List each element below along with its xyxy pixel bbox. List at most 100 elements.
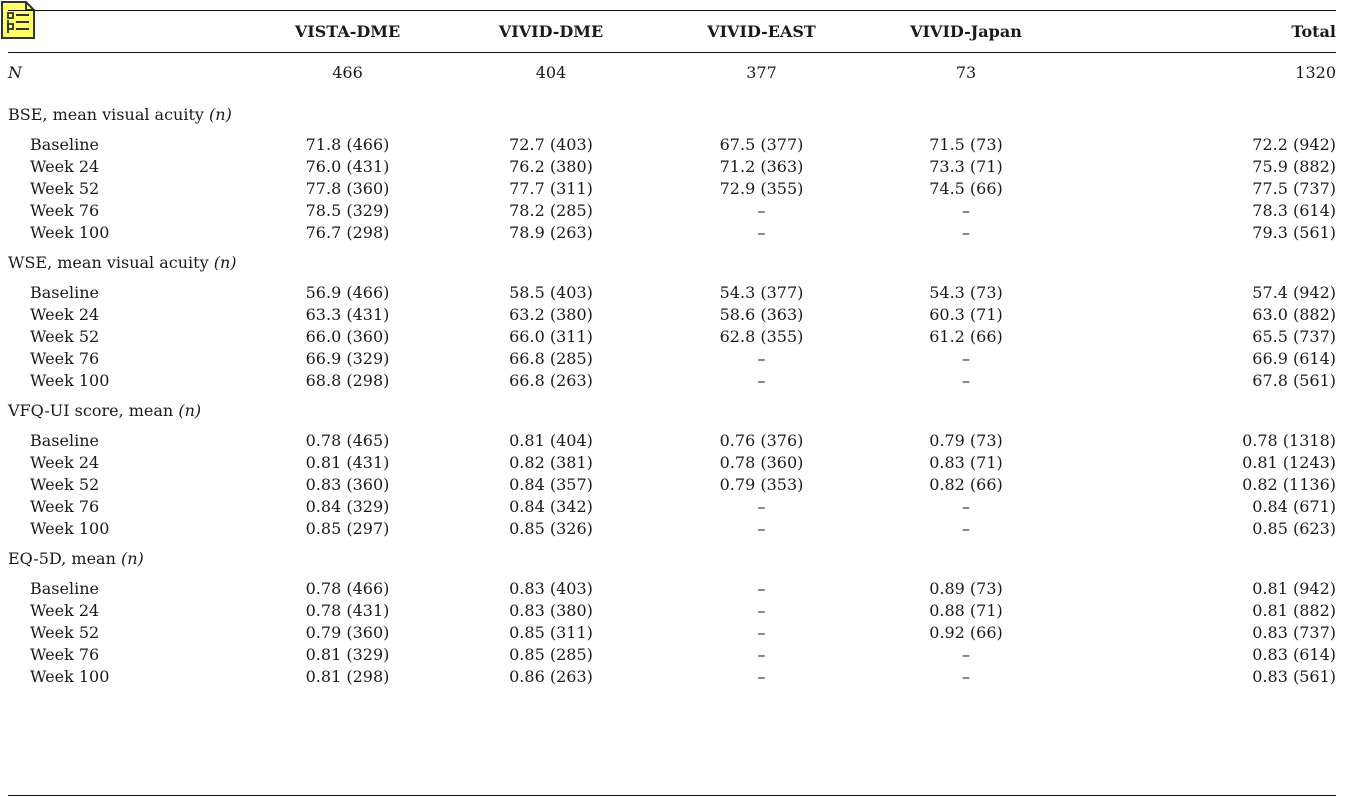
n-label: N xyxy=(8,63,22,82)
n-value: 73 xyxy=(955,63,977,82)
table-row: Week 76 0.81 (329) 0.85 (285) – – 0.83 (614) xyxy=(8,644,1336,666)
cell-value: 0.83 (380) xyxy=(509,601,593,620)
table-row: Week 100 0.85 (297) 0.85 (326) – – 0.85 (623) xyxy=(8,518,1336,540)
header-cell-blank xyxy=(8,13,250,50)
cell-value: 76.0 (431) xyxy=(305,157,390,176)
cell-value: – xyxy=(962,349,970,368)
header-vivid-japan: VIVID-Japan xyxy=(910,22,1022,41)
row-label: Week 24 xyxy=(30,157,100,176)
cell-value: – xyxy=(757,349,766,368)
cell-value: 58.6 (363) xyxy=(719,305,804,324)
row-label: Week 76 xyxy=(30,201,100,220)
cell-value: 0.78 (465) xyxy=(305,431,390,450)
cell-value: 0.84 (342) xyxy=(509,497,593,516)
cell-value: 0.78 (431) xyxy=(305,601,390,620)
cell-total: 0.81 (942) xyxy=(1252,579,1336,598)
cell-value: 0.79 (73) xyxy=(929,431,1003,450)
cell-total: 63.0 (882) xyxy=(1252,305,1336,324)
cell-value: 0.81 (404) xyxy=(509,431,593,450)
cell-value: – xyxy=(962,223,970,242)
section-title-text: VFQ-UI score, mean xyxy=(8,401,174,420)
cell-value: 66.9 (329) xyxy=(305,349,390,368)
section-title: WSE, mean visual acuity (n) xyxy=(8,244,1336,282)
cell-value: 54.3 (73) xyxy=(929,283,1003,302)
section-title: BSE, mean visual acuity (n) xyxy=(8,96,1336,134)
document-list-icon[interactable] xyxy=(0,0,36,40)
cell-value: 0.85 (326) xyxy=(509,519,593,538)
cell-value: – xyxy=(757,579,766,598)
cell-value: – xyxy=(757,223,766,242)
cell-value: 60.3 (71) xyxy=(929,305,1003,324)
n-value: 377 xyxy=(746,63,777,82)
row-label: Week 100 xyxy=(30,667,110,686)
section-header-row: VFQ-UI score, mean (n) xyxy=(8,392,1336,430)
row-label: Baseline xyxy=(30,579,99,598)
table-row: Week 24 63.3 (431) 63.2 (380) 58.6 (363) 60.… xyxy=(8,304,1336,326)
table-row: Week 100 0.81 (298) 0.86 (263) – – 0.83 (561) xyxy=(8,666,1336,688)
cell-value: 78.9 (263) xyxy=(509,223,593,242)
cell-value: 76.7 (298) xyxy=(305,223,390,242)
cell-value: 0.85 (285) xyxy=(509,645,593,664)
cell-value: 61.2 (66) xyxy=(929,327,1003,346)
row-label: Week 52 xyxy=(30,327,100,346)
cell-value: 67.5 (377) xyxy=(719,135,804,154)
n-value-total: 1320 xyxy=(1295,63,1336,82)
table-top-rule xyxy=(8,10,1336,11)
row-label: Week 76 xyxy=(30,645,100,664)
table-row: Baseline 56.9 (466) 58.5 (403) 54.3 (377) 54… xyxy=(8,282,1336,304)
cell-value: 71.8 (466) xyxy=(305,135,390,154)
row-label: Week 24 xyxy=(30,601,100,620)
cell-value: 0.81 (329) xyxy=(305,645,390,664)
cell-value: 62.8 (355) xyxy=(719,327,804,346)
table-row: Baseline 0.78 (466) 0.83 (403) – 0.89 (73) 0.… xyxy=(8,578,1336,600)
cell-value: 63.3 (431) xyxy=(305,305,390,324)
header-vista-dme: VISTA-DME xyxy=(294,22,401,41)
cell-value: 72.7 (403) xyxy=(509,135,593,154)
table-row: Week 52 77.8 (360) 77.7 (311) 72.9 (355) 74.… xyxy=(8,178,1336,200)
header-row: VISTA-DME VIVID-DME VIVID-EAST VIVID-Jap… xyxy=(8,13,1336,50)
row-label: Week 24 xyxy=(30,453,100,472)
table-row: Week 52 0.83 (360) 0.84 (357) 0.79 (353) 0.8… xyxy=(8,474,1336,496)
cell-value: – xyxy=(962,667,970,686)
row-label: Baseline xyxy=(30,135,99,154)
table-bottom-rule xyxy=(8,795,1336,796)
cell-total: 67.8 (561) xyxy=(1252,371,1336,390)
row-label: Week 100 xyxy=(30,519,110,538)
cell-value: 71.2 (363) xyxy=(719,157,804,176)
cell-value: 0.83 (403) xyxy=(509,579,593,598)
cell-total: 77.5 (737) xyxy=(1252,179,1336,198)
cell-value: – xyxy=(962,371,970,390)
cell-value: – xyxy=(757,645,766,664)
n-row: N 466 404 377 73 1320 xyxy=(8,50,1336,96)
table-row: Week 52 66.0 (360) 66.0 (311) 62.8 (355) 61.… xyxy=(8,326,1336,348)
section-title-text: WSE, mean visual acuity xyxy=(8,253,209,272)
row-label: Baseline xyxy=(30,431,99,450)
cell-value: – xyxy=(757,371,766,390)
header-total: Total xyxy=(1291,22,1336,41)
cell-value: 76.2 (380) xyxy=(509,157,593,176)
section-title: VFQ-UI score, mean (n) xyxy=(8,392,1336,430)
table-row: Week 100 76.7 (298) 78.9 (263) – – 79.3 (561) xyxy=(8,222,1336,244)
cell-value: 68.8 (298) xyxy=(305,371,390,390)
row-label: Week 100 xyxy=(30,371,110,390)
section-title-suffix: (n) xyxy=(213,253,237,272)
cell-value: 0.84 (357) xyxy=(509,475,593,494)
table-row: Week 24 0.81 (431) 0.82 (381) 0.78 (360) 0.8… xyxy=(8,452,1336,474)
table-header-rule xyxy=(8,52,1336,53)
cell-value: – xyxy=(757,519,766,538)
cell-value: – xyxy=(757,667,766,686)
cell-value: – xyxy=(962,497,970,516)
cell-value: 66.0 (360) xyxy=(305,327,390,346)
table-row: Baseline 0.78 (465) 0.81 (404) 0.76 (376) 0.… xyxy=(8,430,1336,452)
header-vivid-east: VIVID-EAST xyxy=(707,22,816,41)
cell-total: 0.78 (1318) xyxy=(1242,431,1336,450)
section-header-row: BSE, mean visual acuity (n) xyxy=(8,96,1336,134)
cell-total: 75.9 (882) xyxy=(1252,157,1336,176)
cell-value: 78.5 (329) xyxy=(305,201,390,220)
section-title-suffix: (n) xyxy=(120,549,144,568)
cell-total: 0.85 (623) xyxy=(1252,519,1336,538)
n-value: 466 xyxy=(332,63,363,82)
cell-value: 0.83 (360) xyxy=(305,475,390,494)
table-row: Week 24 0.78 (431) 0.83 (380) – 0.88 (71) 0.8… xyxy=(8,600,1336,622)
section-title: EQ-5D, mean (n) xyxy=(8,540,1336,578)
